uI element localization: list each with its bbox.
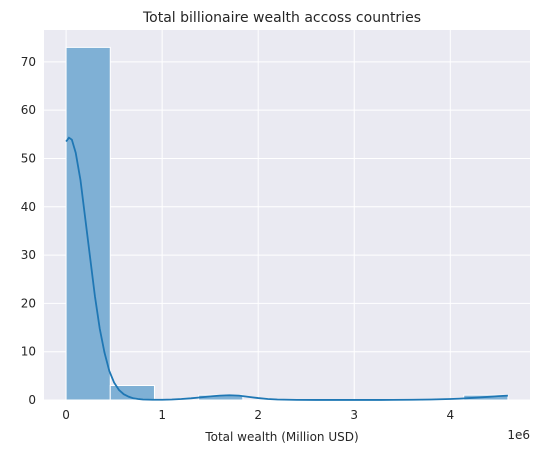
x-tick-label: 3 (350, 408, 358, 422)
y-tick-label: 60 (21, 103, 36, 117)
x-tick-label: 1 (158, 408, 166, 422)
grid-lines (44, 30, 530, 401)
x-axis-offset-text: 1e6 (507, 428, 530, 442)
y-tick-label: 40 (21, 200, 36, 214)
kde-curve (65, 136, 508, 401)
y-tick-label: 10 (21, 345, 36, 359)
y-tick-label: 30 (21, 248, 36, 262)
plot-area (44, 30, 530, 400)
chart-title: Total billionaire wealth accoss countrie… (142, 10, 421, 26)
y-tick-label: 70 (21, 55, 36, 69)
histogram-bar (109, 385, 155, 401)
y-tick-label: 0 (28, 393, 36, 407)
x-axis-ticks: 0 1 2 3 4 (62, 408, 454, 422)
x-tick-label: 2 (254, 408, 262, 422)
x-tick-label: 4 (446, 408, 454, 422)
x-axis-label: Total wealth (Million USD) (204, 430, 358, 444)
y-axis-ticks: 0 10 20 30 40 50 60 70 (21, 55, 36, 407)
y-tick-label: 20 (21, 296, 36, 310)
y-tick-label: 50 (21, 151, 36, 165)
x-tick-label: 0 (62, 408, 70, 422)
